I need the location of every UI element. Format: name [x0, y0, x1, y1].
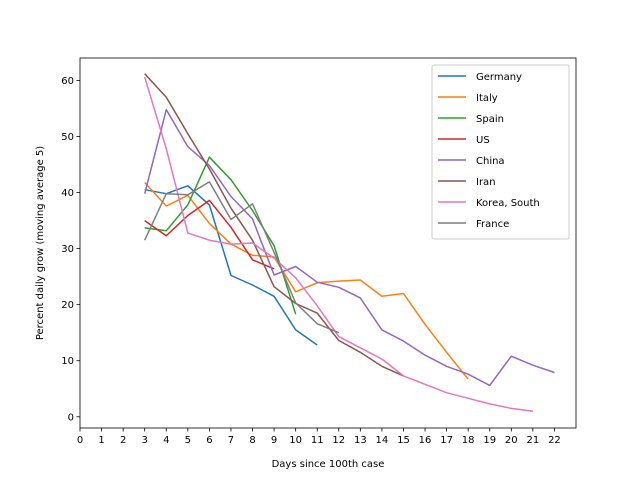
legend-entry-label: Italy: [476, 93, 498, 104]
x-tick-label: 4: [163, 435, 169, 446]
x-tick-label: 16: [419, 435, 432, 446]
x-axis-label: Days since 100th case: [272, 459, 385, 470]
legend-entry-label: China: [476, 156, 505, 167]
y-tick-label: 60: [61, 76, 74, 87]
y-axis-ticks: 0 10 20 30 40 50 60: [61, 76, 80, 423]
series-line-korea-south: [143, 76, 533, 412]
legend-entry-label: France: [476, 219, 509, 230]
x-tick-label: 1: [98, 435, 104, 446]
legend-entry-label: Iran: [476, 177, 496, 188]
legend-entry-label: US: [476, 135, 490, 146]
y-tick-label: 0: [68, 412, 74, 423]
y-tick-label: 30: [61, 244, 74, 255]
x-tick-label: 9: [271, 435, 277, 446]
series-lines: [143, 73, 555, 412]
x-tick-label: 8: [249, 435, 255, 446]
x-tick-label: 2: [120, 435, 126, 446]
legend-entry-label: Korea, South: [476, 198, 540, 209]
x-axis-ticks: 0 1 2 3 4 5 6 7 8 9 10 11 12 13 14 15 16 17 18 19 20 21 22: [77, 428, 561, 446]
x-tick-label: 6: [206, 435, 212, 446]
x-tick-label: 5: [185, 435, 191, 446]
x-tick-label: 11: [311, 435, 324, 446]
x-tick-label: 10: [289, 435, 302, 446]
x-tick-label: 15: [397, 435, 410, 446]
series-line-france: [144, 181, 340, 334]
y-tick-label: 40: [61, 188, 74, 199]
x-tick-label: 18: [462, 435, 475, 446]
series-line-china: [143, 108, 555, 387]
x-tick-label: 20: [505, 435, 518, 446]
plot-frame: [79, 57, 577, 429]
legend-entry-label: Germany: [476, 72, 522, 83]
y-tick-label: 10: [61, 356, 74, 367]
series-line-spain: [144, 156, 297, 315]
x-tick-label: 17: [440, 435, 453, 446]
y-tick-label: 50: [61, 132, 74, 143]
x-tick-label: 22: [548, 435, 561, 446]
series-line-germany: [144, 185, 318, 346]
x-tick-label: 19: [483, 435, 496, 446]
x-tick-label: 14: [376, 435, 389, 446]
y-axis-label: Percent daily grow (moving average 5): [35, 146, 46, 340]
x-tick-label: 13: [354, 435, 367, 446]
series-line-us: [144, 199, 275, 270]
legend-box: [431, 64, 570, 240]
legend-entry-label: Spain: [476, 114, 504, 125]
x-tick-label: 12: [332, 435, 345, 446]
x-tick-label: 0: [77, 435, 83, 446]
x-tick-label: 3: [142, 435, 148, 446]
x-tick-label: 7: [228, 435, 234, 446]
series-line-italy: [144, 181, 469, 380]
series-line-iran: [144, 73, 404, 377]
legend: Germany Italy Spain US China Iran Korea, South…: [431, 64, 570, 240]
x-tick-label: 21: [527, 435, 540, 446]
y-tick-label: 20: [61, 300, 74, 311]
